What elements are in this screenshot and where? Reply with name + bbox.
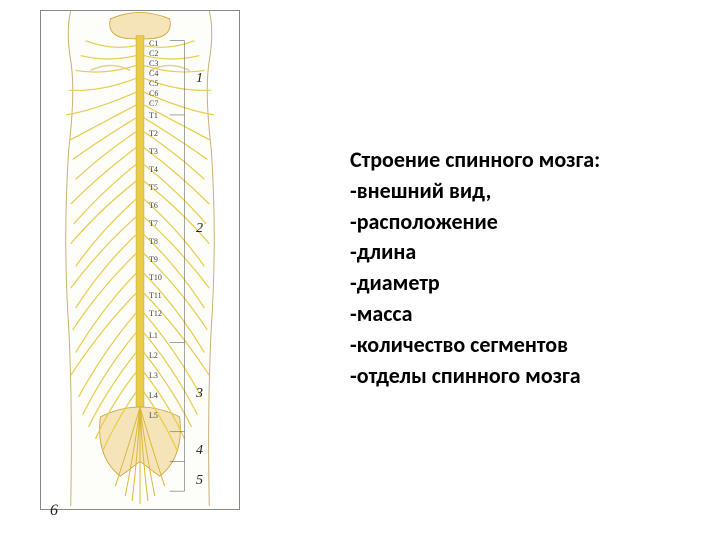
spinal-cord-diagram: C1 C2 C3 C4 C5 C6 C7 T1 T2 T3 T4 T5 T6 T… (40, 10, 240, 510)
diagram-area: C1 C2 C3 C4 C5 C6 C7 T1 T2 T3 T4 T5 T6 T… (0, 0, 290, 540)
label-c3: C3 (149, 59, 158, 68)
bullet-1: -внешний вид, (350, 176, 690, 207)
label-l5: L5 (149, 411, 158, 420)
bullet-6: -количество сегментов (350, 330, 690, 361)
region-5: 5 (196, 473, 203, 489)
label-t11: T11 (149, 291, 162, 300)
label-c4: C4 (149, 69, 158, 78)
region-2: 2 (196, 221, 203, 237)
slide: C1 C2 C3 C4 C5 C6 C7 T1 T2 T3 T4 T5 T6 T… (0, 0, 720, 540)
label-c6: C6 (149, 89, 158, 98)
label-t12: T12 (149, 309, 162, 318)
label-c1: C1 (149, 39, 158, 48)
anatomy-svg (41, 11, 239, 506)
region-1: 1 (196, 71, 203, 87)
label-c2: C2 (149, 49, 158, 58)
title: Строение спинного мозга: (350, 145, 690, 176)
label-l1: L1 (149, 331, 158, 340)
bullet-4: -диаметр (350, 268, 690, 299)
bullet-3: -длина (350, 237, 690, 268)
label-l4: L4 (149, 391, 158, 400)
label-t1: T1 (149, 111, 158, 120)
label-t3: T3 (149, 147, 158, 156)
bullet-5: -масса (350, 299, 690, 330)
region-3: 3 (196, 386, 203, 402)
label-t5: T5 (149, 183, 158, 192)
label-t10: T10 (149, 273, 162, 282)
bullet-2: -расположение (350, 207, 690, 238)
label-t7: T7 (149, 219, 158, 228)
label-6: 6 (50, 502, 58, 520)
label-l3: L3 (149, 371, 158, 380)
bullet-7: -отделы спинного мозга (350, 361, 690, 392)
label-c5: C5 (149, 79, 158, 88)
label-t9: T9 (149, 255, 158, 264)
label-t2: T2 (149, 129, 158, 138)
label-c7: C7 (149, 99, 158, 108)
label-t6: T6 (149, 201, 158, 210)
label-l2: L2 (149, 351, 158, 360)
label-t8: T8 (149, 237, 158, 246)
text-block: Строение спинного мозга: -внешний вид, -… (290, 0, 720, 391)
region-4: 4 (196, 443, 203, 459)
label-t4: T4 (149, 165, 158, 174)
